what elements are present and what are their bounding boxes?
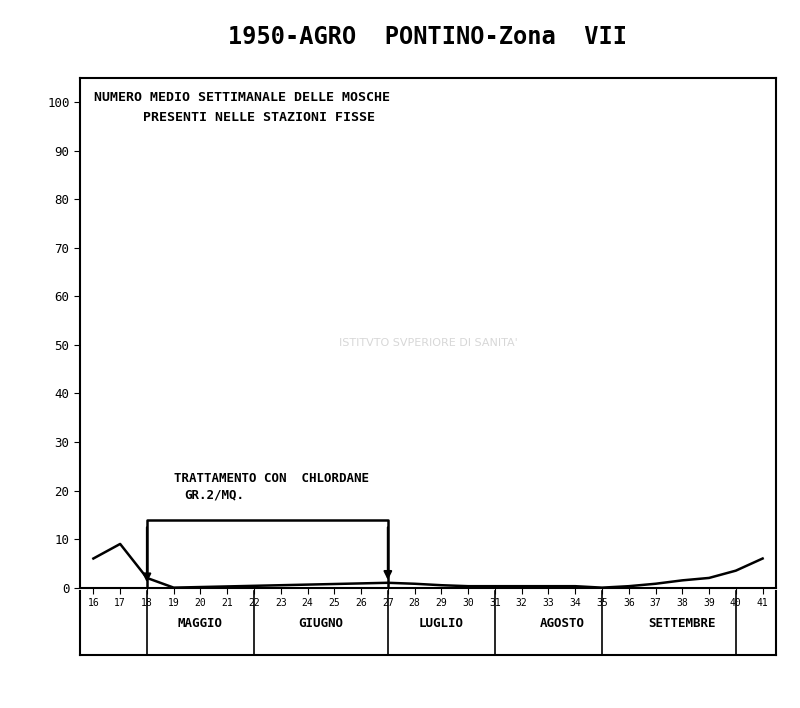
Text: AGOSTO: AGOSTO [539,617,584,629]
Text: NUMERO MEDIO SETTIMANALE DELLE MOSCHE: NUMERO MEDIO SETTIMANALE DELLE MOSCHE [94,91,390,103]
Text: SETTEMBRE: SETTEMBRE [649,617,716,629]
Text: GIUGNO: GIUGNO [298,617,343,629]
Text: 1950-AGRO  PONTINO-Zona  VII: 1950-AGRO PONTINO-Zona VII [229,25,627,49]
Text: LUGLIO: LUGLIO [419,617,464,629]
Text: MAGGIO: MAGGIO [178,617,223,629]
Text: PRESENTI NELLE STAZIONI FISSE: PRESENTI NELLE STAZIONI FISSE [142,111,374,124]
Text: GR.2/MQ.: GR.2/MQ. [184,489,244,502]
Text: ISTITVTO SVPERIORE DI SANITA': ISTITVTO SVPERIORE DI SANITA' [338,338,518,348]
Text: TRATTAMENTO CON  CHLORDANE: TRATTAMENTO CON CHLORDANE [174,472,369,485]
